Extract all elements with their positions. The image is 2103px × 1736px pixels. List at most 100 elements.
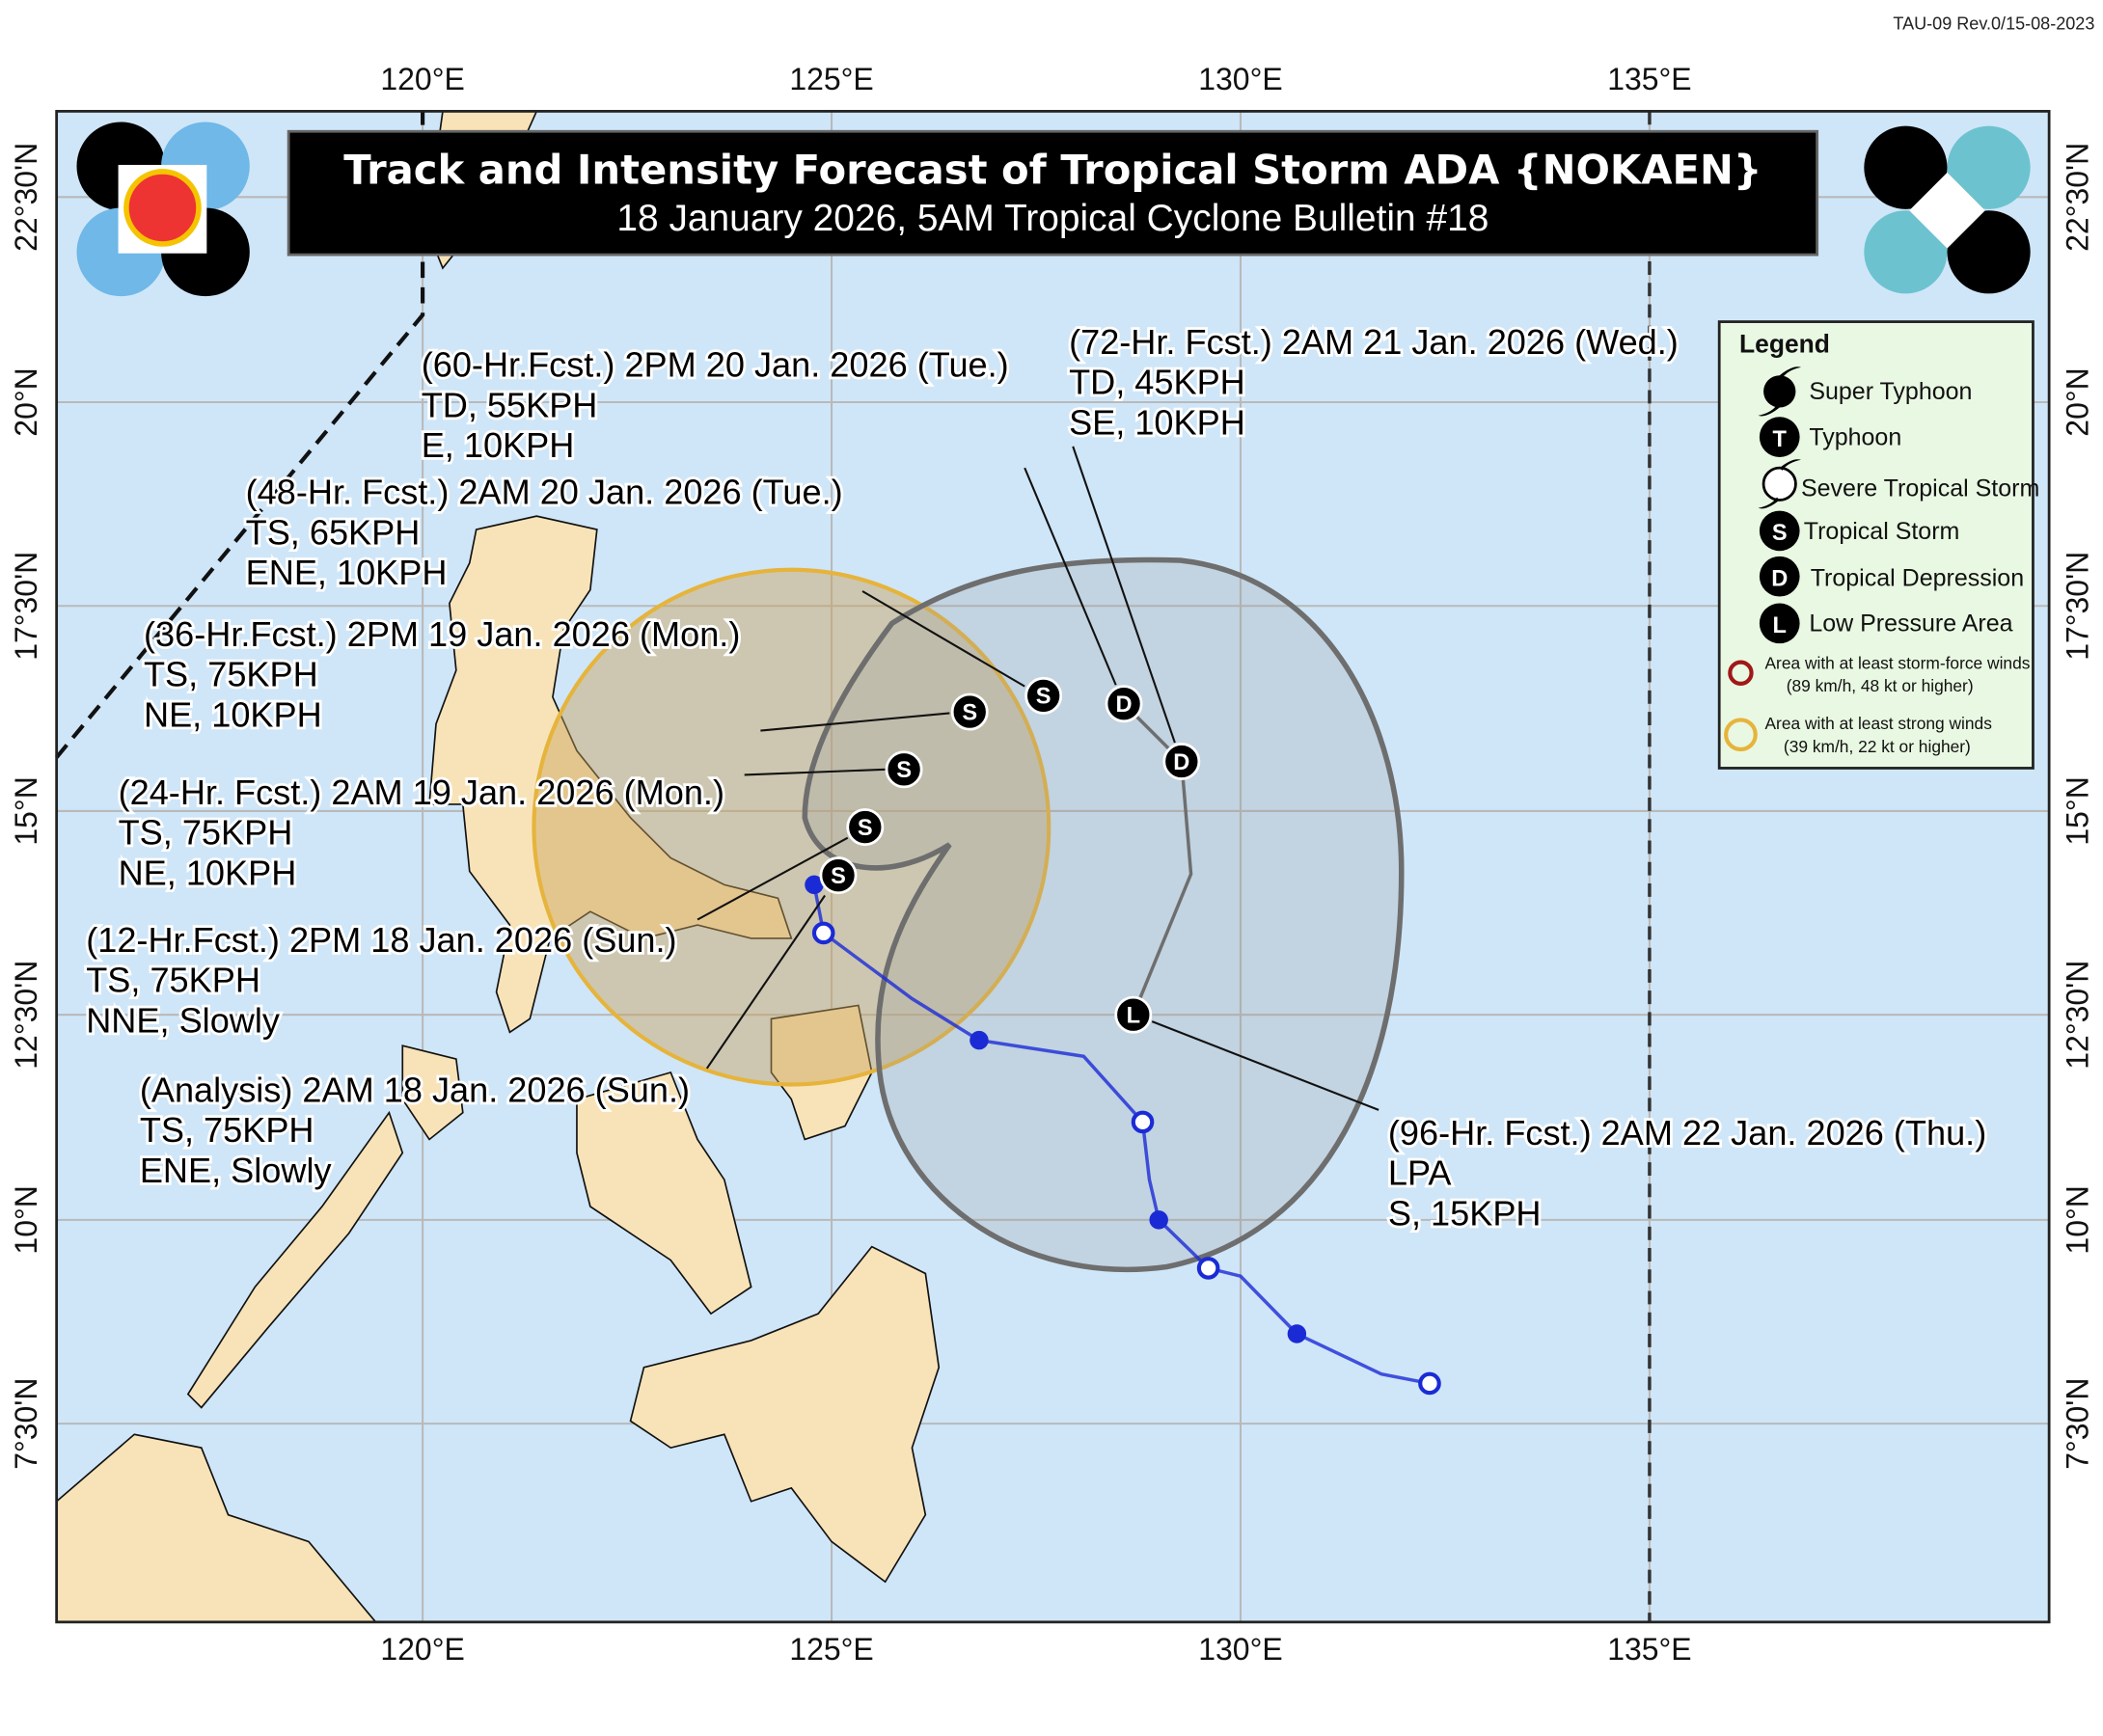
super-typhoon-icon — [1758, 366, 1801, 417]
tropical-storm-icon: S — [819, 856, 858, 895]
storm-force-area-icon — [1728, 660, 1754, 686]
label-36hr: (36-Hr.Fcst.) 2PM 19 Jan. 2026 (Mon.) TS,… — [144, 614, 740, 734]
map-area: S S S S S D D L (Analysis) 2AM 18 Jan. 2… — [55, 109, 2051, 1624]
label-24hr: (24-Hr. Fcst.) 2AM 19 Jan. 2026 (Mon.) TS… — [119, 773, 724, 892]
past-position — [805, 875, 824, 895]
svg-text:120°E: 120°E — [380, 62, 464, 96]
svg-text:Severe Tropical Storm: Severe Tropical Storm — [1801, 475, 2039, 502]
forecast-labels: (Analysis) 2AM 18 Jan. 2026 (Sun.) TS, 75… — [83, 319, 1989, 1235]
tropical-storm-icon: S — [846, 808, 885, 847]
svg-text:S: S — [962, 700, 977, 725]
svg-text:Legend: Legend — [1739, 330, 1830, 359]
map-subtitle: 18 January 2026, 5AM Tropical Cyclone Bu… — [616, 198, 1488, 239]
strong-winds-area — [532, 567, 1052, 1087]
pagasa-logo — [76, 122, 250, 297]
svg-text:Tropical Depression: Tropical Depression — [1811, 564, 2024, 591]
svg-text:22°30'N: 22°30'N — [2060, 143, 2094, 252]
svg-text:125°E: 125°E — [789, 62, 873, 96]
dost-logo — [1864, 125, 2031, 294]
svg-text:Area with at least storm-force: Area with at least storm-force winds — [1764, 654, 2030, 673]
svg-text:15°N: 15°N — [2060, 776, 2094, 845]
past-position — [1149, 1210, 1168, 1230]
lon-labels-bottom: 120°E 125°E 130°E 135°E — [380, 1632, 1691, 1667]
svg-text:Super Typhoon: Super Typhoon — [1809, 378, 1972, 405]
lat-labels-right: 22°30'N 20°N 17°30'N 15°N 12°30'N 10°N 7… — [2060, 143, 2094, 1470]
lon-labels-top: 120°E 125°E 130°E 135°E — [380, 62, 1691, 96]
map-title: Track and Intensity Forecast of Tropical… — [343, 146, 1762, 193]
tropical-storm-icon: S — [1759, 510, 1800, 552]
svg-text:135°E: 135°E — [1607, 62, 1691, 96]
svg-text:(39 km/h, 22 kt or higher): (39 km/h, 22 kt or higher) — [1784, 737, 1971, 756]
tropical-storm-icon: S — [885, 750, 923, 789]
svg-text:12°30'N: 12°30'N — [9, 961, 43, 1070]
svg-text:20°N: 20°N — [9, 367, 43, 436]
past-position — [1418, 1371, 1441, 1396]
past-position — [970, 1030, 989, 1050]
luzon — [428, 515, 793, 1034]
palawan — [186, 1110, 404, 1409]
svg-text:12°30'N: 12°30'N — [2060, 961, 2094, 1070]
svg-text:L: L — [1127, 1004, 1140, 1029]
svg-text:Typhoon: Typhoon — [1809, 423, 1901, 450]
title-block: Track and Intensity Forecast of Tropical… — [287, 129, 1819, 257]
svg-text:D: D — [1116, 692, 1133, 718]
svg-text:T: T — [1773, 427, 1788, 452]
label-72hr: (72-Hr. Fcst.) 2AM 21 Jan. 2026 (Wed.) TD… — [1069, 322, 1679, 442]
svg-text:10°N: 10°N — [9, 1185, 43, 1254]
svg-text:17°30'N: 17°30'N — [9, 552, 43, 661]
svg-text:7°30'N: 7°30'N — [9, 1377, 43, 1469]
mindanao — [629, 1245, 941, 1584]
label-96hr: (96-Hr. Fcst.) 2AM 22 Jan. 2026 (Thu.) LP… — [1388, 1113, 1986, 1233]
svg-text:D: D — [1173, 750, 1189, 775]
tropical-depression-icon: D — [1162, 743, 1201, 780]
svg-text:Tropical Storm: Tropical Storm — [1804, 518, 1960, 545]
svg-text:10°N: 10°N — [2060, 1185, 2094, 1254]
svg-text:D: D — [1771, 566, 1788, 591]
tropical-depression-icon: D — [1105, 685, 1143, 723]
par-boundary — [55, 111, 425, 759]
tropical-storm-icon: S — [1024, 676, 1063, 715]
lat-labels-left: 22°30'N 20°N 17°30'N 15°N 12°30'N 10°N 7… — [9, 143, 43, 1470]
forecast-cone — [802, 556, 1405, 1273]
cone-centerline — [1122, 702, 1193, 1016]
past-track — [805, 874, 1441, 1396]
svg-text:22°30'N: 22°30'N — [9, 143, 43, 252]
label-60hr: (60-Hr.Fcst.) 2PM 20 Jan. 2026 (Tue.) TD,… — [422, 345, 1009, 465]
svg-text:120°E: 120°E — [380, 1632, 464, 1667]
svg-text:(89 km/h, 48 kt or higher): (89 km/h, 48 kt or higher) — [1787, 676, 1974, 695]
svg-text:130°E: 130°E — [1198, 1632, 1282, 1667]
svg-text:S: S — [858, 816, 873, 841]
low-pressure-area-icon: L — [1759, 603, 1800, 644]
past-position — [1287, 1324, 1307, 1343]
svg-text:15°N: 15°N — [9, 776, 43, 845]
label-12hr: (12-Hr.Fcst.) 2PM 18 Jan. 2026 (Sun.) TS,… — [86, 920, 676, 1040]
past-position — [1196, 1257, 1220, 1280]
svg-text:17°30'N: 17°30'N — [2060, 552, 2094, 661]
past-position — [1131, 1110, 1155, 1134]
low-pressure-area-icon: L — [1114, 995, 1153, 1034]
strong-winds-area-icon — [1724, 718, 1758, 752]
mindoro — [401, 1044, 464, 1141]
forecast-track: S S S S S D D L — [819, 676, 1201, 1034]
typhoon-icon: T — [1759, 417, 1800, 457]
form-code: TAU-09 Rev.0/15-08-2023 — [1893, 14, 2094, 34]
svg-text:S: S — [1036, 685, 1052, 710]
svg-text:Area with at least strong wind: Area with at least strong winds — [1764, 714, 1992, 733]
severe-tropical-storm-icon — [1758, 459, 1801, 509]
leader-lines — [696, 446, 1379, 1111]
svg-text:S: S — [1772, 521, 1788, 546]
svg-text:130°E: 130°E — [1198, 62, 1282, 96]
svg-text:Low Pressure Area: Low Pressure Area — [1809, 610, 2012, 637]
land-masses — [55, 110, 941, 1623]
label-analysis: (Analysis) 2AM 18 Jan. 2026 (Sun.) TS, 75… — [140, 1071, 690, 1190]
panay-negros-cebu — [576, 1071, 752, 1316]
svg-text:20°N: 20°N — [2060, 367, 2094, 436]
tropical-storm-icon: S — [950, 692, 989, 731]
svg-text:S: S — [896, 758, 912, 783]
svg-text:7°30'N: 7°30'N — [2060, 1377, 2094, 1469]
tropical-depression-icon: D — [1759, 556, 1800, 597]
samar-leyte — [770, 1004, 873, 1141]
svg-text:135°E: 135°E — [1607, 1632, 1691, 1667]
svg-text:S: S — [831, 864, 846, 889]
